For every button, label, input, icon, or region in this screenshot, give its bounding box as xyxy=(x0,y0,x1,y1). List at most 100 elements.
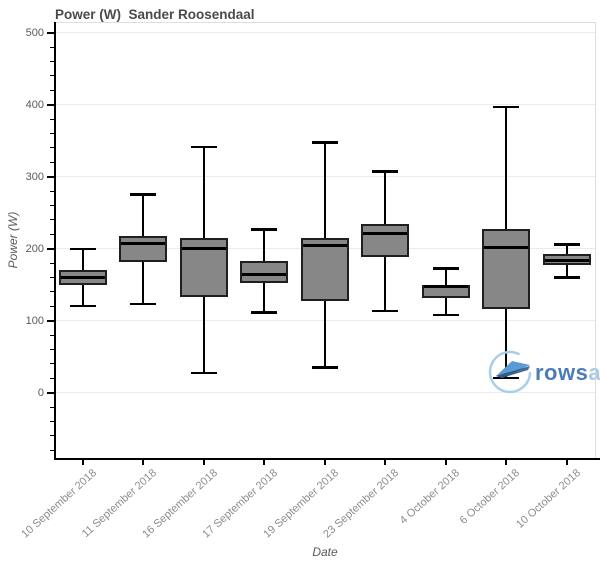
x-tick xyxy=(505,460,508,465)
y-minor-tick xyxy=(50,334,54,336)
upper-whisker xyxy=(505,106,508,229)
y-minor-tick xyxy=(50,161,54,163)
lower-whisker-cap xyxy=(311,366,338,369)
plot-border-top xyxy=(55,22,595,23)
logo-text: rowsar xyxy=(535,360,600,385)
upper-whisker-cap xyxy=(251,228,278,231)
median-line xyxy=(363,232,408,236)
y-minor-tick xyxy=(50,75,54,77)
chart-title: Power (W) Sander Roosendaal xyxy=(55,7,255,22)
x-tick-label: 6 October 2018 xyxy=(457,467,523,527)
upper-whisker xyxy=(323,142,326,238)
lower-whisker-cap xyxy=(130,302,157,306)
y-minor-tick xyxy=(50,435,54,437)
median-line xyxy=(121,241,166,245)
upper-whisker-cap xyxy=(311,141,338,144)
lower-whisker xyxy=(323,300,326,368)
upper-whisker-cap xyxy=(190,145,217,149)
lower-whisker-cap xyxy=(493,376,520,380)
gridline xyxy=(55,32,595,34)
upper-whisker-cap xyxy=(493,105,520,109)
upper-whisker-cap xyxy=(130,193,157,196)
upper-whisker-cap xyxy=(70,247,96,251)
y-axis-label: Power (W) xyxy=(6,211,20,269)
y-minor-tick xyxy=(50,233,54,235)
y-tick xyxy=(47,391,54,394)
box xyxy=(240,261,289,284)
box xyxy=(300,237,349,301)
box xyxy=(361,223,410,258)
median-line xyxy=(423,285,468,289)
y-minor-tick xyxy=(50,305,54,307)
logo-text-light: ar xyxy=(588,360,600,385)
lower-whisker-cap xyxy=(251,311,278,314)
median-line xyxy=(544,258,589,262)
y-tick-label: 300 xyxy=(25,170,44,183)
x-tick xyxy=(444,460,447,465)
upper-whisker xyxy=(142,194,145,236)
y-tick-label: 200 xyxy=(25,242,44,255)
y-tick xyxy=(47,247,54,250)
y-minor-tick xyxy=(50,205,54,207)
lower-whisker-cap xyxy=(372,309,399,313)
y-minor-tick xyxy=(50,291,54,293)
y-minor-tick xyxy=(50,118,54,120)
logo-text-dark: rows xyxy=(535,360,588,385)
x-tick xyxy=(323,460,326,465)
lower-whisker xyxy=(505,309,508,379)
y-minor-tick xyxy=(50,46,54,48)
x-tick xyxy=(384,460,387,465)
lower-whisker xyxy=(565,265,568,278)
upper-whisker xyxy=(263,229,266,261)
y-minor-tick xyxy=(50,363,54,365)
y-tick-label: 400 xyxy=(25,98,44,111)
gridline xyxy=(55,104,595,106)
rowsandall-logo: rowsar xyxy=(488,350,600,394)
y-minor-tick xyxy=(50,421,54,423)
y-minor-tick xyxy=(50,406,54,408)
lower-whisker xyxy=(444,297,447,315)
x-tick xyxy=(142,460,145,465)
median-line xyxy=(242,273,287,277)
box xyxy=(482,228,531,310)
median-line xyxy=(484,245,529,249)
y-tick xyxy=(47,31,54,34)
lower-whisker xyxy=(142,261,145,305)
y-minor-tick xyxy=(50,219,54,221)
x-tick xyxy=(202,460,205,465)
box xyxy=(119,235,168,262)
upper-whisker xyxy=(565,244,568,254)
lower-whisker xyxy=(263,283,266,313)
y-tick xyxy=(47,319,54,322)
y-tick-label: 500 xyxy=(25,26,44,39)
upper-whisker-cap xyxy=(372,170,399,173)
lower-whisker-cap xyxy=(190,371,217,375)
upper-whisker xyxy=(202,146,205,238)
y-minor-tick xyxy=(50,277,54,279)
x-tick-label: 4 October 2018 xyxy=(397,467,462,527)
x-tick xyxy=(263,460,266,465)
upper-whisker xyxy=(444,268,447,285)
logo-circle xyxy=(488,350,532,394)
y-tick xyxy=(47,103,54,106)
lower-whisker xyxy=(202,297,205,374)
y-axis-line xyxy=(54,22,56,460)
y-minor-tick xyxy=(50,449,54,451)
y-minor-tick xyxy=(50,377,54,379)
median-line xyxy=(302,244,347,248)
lower-whisker-cap xyxy=(70,304,96,308)
y-minor-tick xyxy=(50,349,54,351)
x-axis-label: Date xyxy=(312,545,338,559)
upper-whisker-cap xyxy=(432,267,459,270)
lower-whisker-cap xyxy=(432,313,459,316)
upper-whisker xyxy=(82,248,84,270)
median-line xyxy=(181,246,226,250)
y-minor-tick xyxy=(50,147,54,149)
y-tick-label: 100 xyxy=(25,314,44,327)
lower-whisker xyxy=(82,284,84,307)
gridline xyxy=(55,392,595,394)
upper-whisker xyxy=(384,171,387,224)
lower-whisker xyxy=(384,257,387,312)
logo-boat-shadow xyxy=(496,366,530,378)
